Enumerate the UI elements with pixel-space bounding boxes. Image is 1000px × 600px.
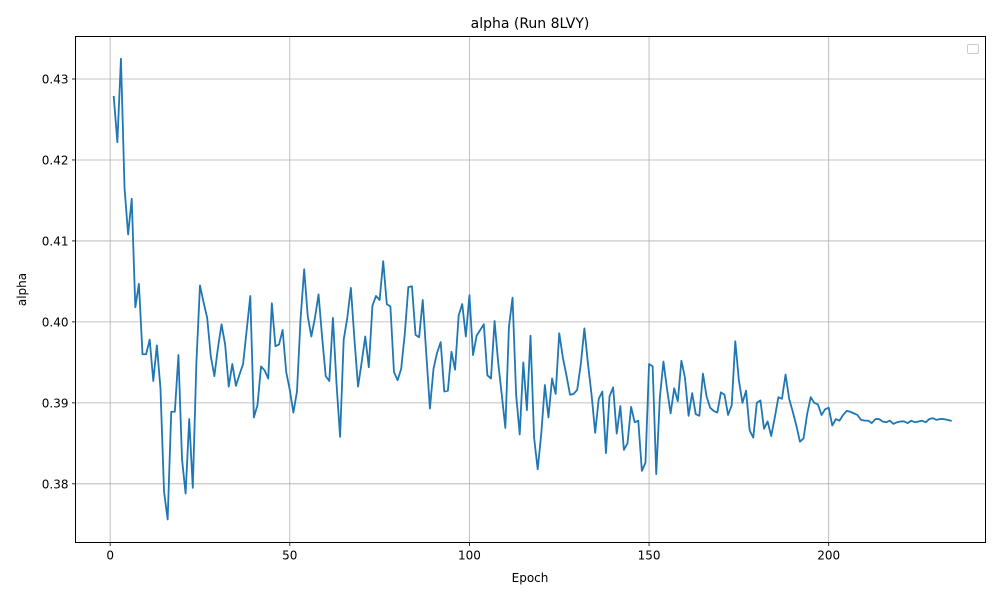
ticks: 0 50 100 150 200 0.38 0.39 0.40 0.41 0.42 0.43 — [42, 73, 840, 563]
x-axis-label: Epoch — [512, 571, 549, 585]
plot-frame — [75, 36, 986, 543]
x-tick-label: 200 — [817, 549, 840, 563]
y-tick-label: 0.39 — [42, 396, 69, 410]
y-tick-label: 0.42 — [42, 153, 69, 167]
y-tick-label: 0.43 — [42, 73, 69, 87]
x-tick-label: 150 — [638, 549, 661, 563]
gridlines — [75, 36, 986, 543]
y-tick-label: 0.40 — [42, 315, 69, 329]
legend — [967, 44, 979, 54]
legend-handle — [967, 44, 979, 54]
chart-title: alpha (Run 8LVY) — [471, 16, 590, 32]
x-tick-label: 0 — [106, 549, 114, 563]
x-tick-label: 100 — [458, 549, 481, 563]
y-tick-label: 0.41 — [42, 234, 69, 248]
y-axis-label: alpha — [15, 273, 29, 306]
x-tick-label: 50 — [282, 549, 297, 563]
series-line — [112, 57, 952, 521]
y-tick-label: 0.38 — [42, 477, 69, 491]
